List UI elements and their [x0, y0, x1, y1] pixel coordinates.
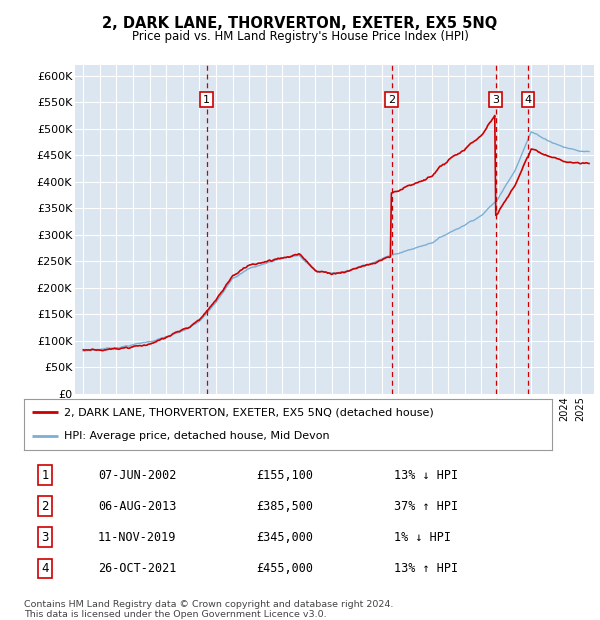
Text: 26-OCT-2021: 26-OCT-2021 — [98, 562, 176, 575]
Text: 4: 4 — [41, 562, 49, 575]
Text: HPI: Average price, detached house, Mid Devon: HPI: Average price, detached house, Mid … — [64, 431, 329, 441]
Text: £155,100: £155,100 — [256, 469, 313, 482]
Text: Price paid vs. HM Land Registry's House Price Index (HPI): Price paid vs. HM Land Registry's House … — [131, 30, 469, 43]
Text: £345,000: £345,000 — [256, 531, 313, 544]
Text: £385,500: £385,500 — [256, 500, 313, 513]
Text: 13% ↑ HPI: 13% ↑ HPI — [394, 562, 458, 575]
Text: 1: 1 — [41, 469, 49, 482]
Text: 11-NOV-2019: 11-NOV-2019 — [98, 531, 176, 544]
Text: 3: 3 — [41, 531, 49, 544]
Text: 07-JUN-2002: 07-JUN-2002 — [98, 469, 176, 482]
Text: 1% ↓ HPI: 1% ↓ HPI — [394, 531, 451, 544]
Text: 13% ↓ HPI: 13% ↓ HPI — [394, 469, 458, 482]
Text: 37% ↑ HPI: 37% ↑ HPI — [394, 500, 458, 513]
Text: 4: 4 — [524, 95, 532, 105]
Text: 2: 2 — [41, 500, 49, 513]
Text: 3: 3 — [492, 95, 499, 105]
Text: 2: 2 — [388, 95, 395, 105]
Text: 06-AUG-2013: 06-AUG-2013 — [98, 500, 176, 513]
Text: 2, DARK LANE, THORVERTON, EXETER, EX5 5NQ (detached house): 2, DARK LANE, THORVERTON, EXETER, EX5 5N… — [64, 407, 433, 417]
Text: 1: 1 — [203, 95, 210, 105]
Text: Contains HM Land Registry data © Crown copyright and database right 2024.
This d: Contains HM Land Registry data © Crown c… — [24, 600, 394, 619]
Text: 2, DARK LANE, THORVERTON, EXETER, EX5 5NQ: 2, DARK LANE, THORVERTON, EXETER, EX5 5N… — [103, 16, 497, 30]
Text: £455,000: £455,000 — [256, 562, 313, 575]
